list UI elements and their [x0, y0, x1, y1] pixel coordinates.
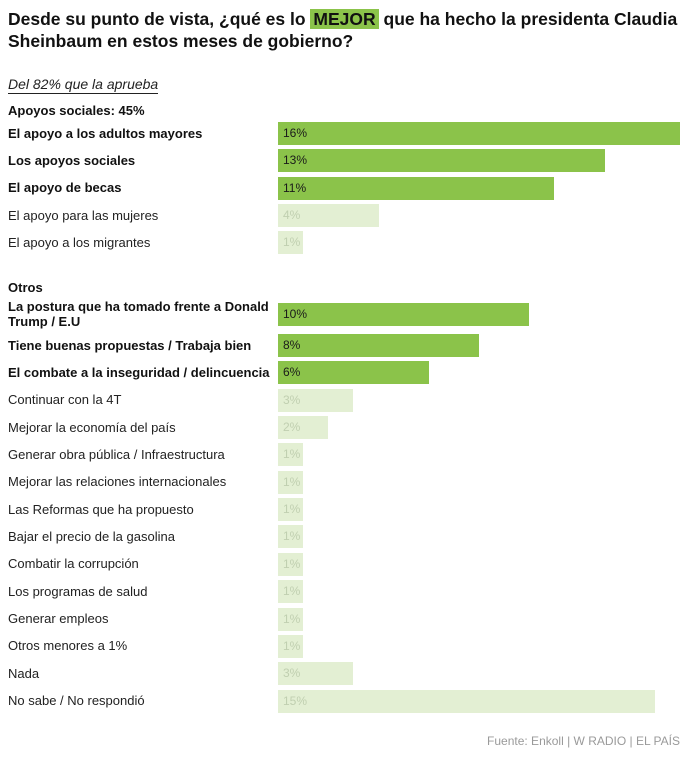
bar: 8%	[278, 334, 479, 357]
bar-value-label: 3%	[283, 392, 301, 407]
bar: 1%	[278, 607, 303, 631]
bar-value-label: 6%	[283, 365, 301, 380]
bar: 3%	[278, 662, 353, 686]
bar: 1%	[278, 580, 303, 604]
bar-value-label: 15%	[283, 693, 308, 708]
chart-title: Desde su punto de vista, ¿qué es lo MEJO…	[8, 8, 688, 52]
bar-label: El combate a la inseguridad / delincuenc…	[8, 364, 270, 380]
bar-label: Continuar con la 4T	[8, 392, 122, 408]
bar-label: Mejorar la economía del país	[8, 419, 176, 435]
bar-label: Los programas de salud	[8, 583, 148, 599]
bar-label: Nada	[8, 665, 40, 681]
title-part-2: que ha hecho la presidenta Claudia Shein…	[8, 9, 678, 51]
bar: 1%	[278, 552, 303, 576]
bar: 1%	[278, 498, 303, 522]
title-highlight: MEJOR	[310, 9, 379, 29]
bar: 4%	[278, 204, 379, 228]
bar: 1%	[278, 525, 303, 549]
bar-value-label: 1%	[283, 638, 301, 653]
bar: 1%	[278, 443, 303, 467]
bar-value-label: 1%	[283, 556, 301, 571]
bar: 6%	[278, 361, 429, 385]
bar-label: Generar obra pública / Infraestructura	[8, 446, 225, 462]
bar-label: El apoyo a los migrantes	[8, 234, 151, 250]
bar-label: Combatir la corrupción	[8, 556, 139, 572]
bar: 2%	[278, 416, 328, 440]
bar: 15%	[278, 689, 655, 713]
bar-label: Mejorar las relaciones internacionales	[8, 474, 227, 490]
bar-label: La postura que ha tomado frente a Donald…	[8, 299, 269, 329]
group-label: Apoyos sociales: 45%	[8, 103, 145, 118]
bar-label: El apoyo para las mujeres	[8, 207, 159, 223]
bar-value-label: 1%	[283, 502, 301, 517]
source-note: Fuente: Enkoll | W RADIO | EL PAÍS	[487, 734, 680, 748]
bar-value-label: 13%	[283, 153, 308, 168]
bar-value-label: 1%	[283, 611, 301, 626]
bar-value-label: 3%	[283, 666, 301, 681]
bar-label: El apoyo a los adultos mayores	[8, 125, 203, 141]
bar-value-label: 11%	[283, 180, 307, 195]
title-part-1: Desde su punto de vista, ¿qué es lo	[8, 9, 311, 29]
bar-label: No sabe / No respondió	[8, 693, 145, 709]
bar-label: Tiene buenas propuestas / Trabaja bien	[8, 337, 252, 353]
bar-label: Los apoyos sociales	[8, 152, 136, 168]
bar-value-label: 4%	[283, 208, 301, 223]
bar-value-label: 1%	[283, 235, 301, 250]
bar-label: Generar empleos	[8, 611, 109, 626]
bar-label: El apoyo de becas	[8, 180, 122, 196]
bar-value-label: 2%	[283, 420, 301, 435]
bar-label: Otros menores a 1%	[8, 638, 128, 654]
bar: 13%	[278, 149, 605, 173]
bar: 3%	[278, 388, 353, 412]
bar: 11%	[278, 176, 554, 200]
bar-value-label: 1%	[283, 447, 301, 462]
bar-label: Las Reformas que ha propuesto	[8, 501, 194, 517]
bar-label: Bajar el precio de la gasolina	[8, 528, 175, 544]
bar: 1%	[278, 634, 303, 658]
bar-value-label: 1%	[283, 529, 301, 544]
bar-value-label: 1%	[283, 474, 301, 489]
bar: 1%	[278, 231, 303, 255]
chart-subtitle: Del 82% que la aprueba	[8, 76, 159, 94]
group-label: Otros	[8, 280, 43, 295]
bar: 16%	[278, 122, 680, 145]
bar-value-label: 8%	[283, 338, 301, 352]
bar-value-label: 10%	[283, 306, 308, 321]
bar-value-label: 16%	[283, 126, 308, 140]
bar-value-label: 1%	[283, 584, 301, 599]
bar: 1%	[278, 470, 303, 494]
bar: 10%	[278, 302, 529, 326]
